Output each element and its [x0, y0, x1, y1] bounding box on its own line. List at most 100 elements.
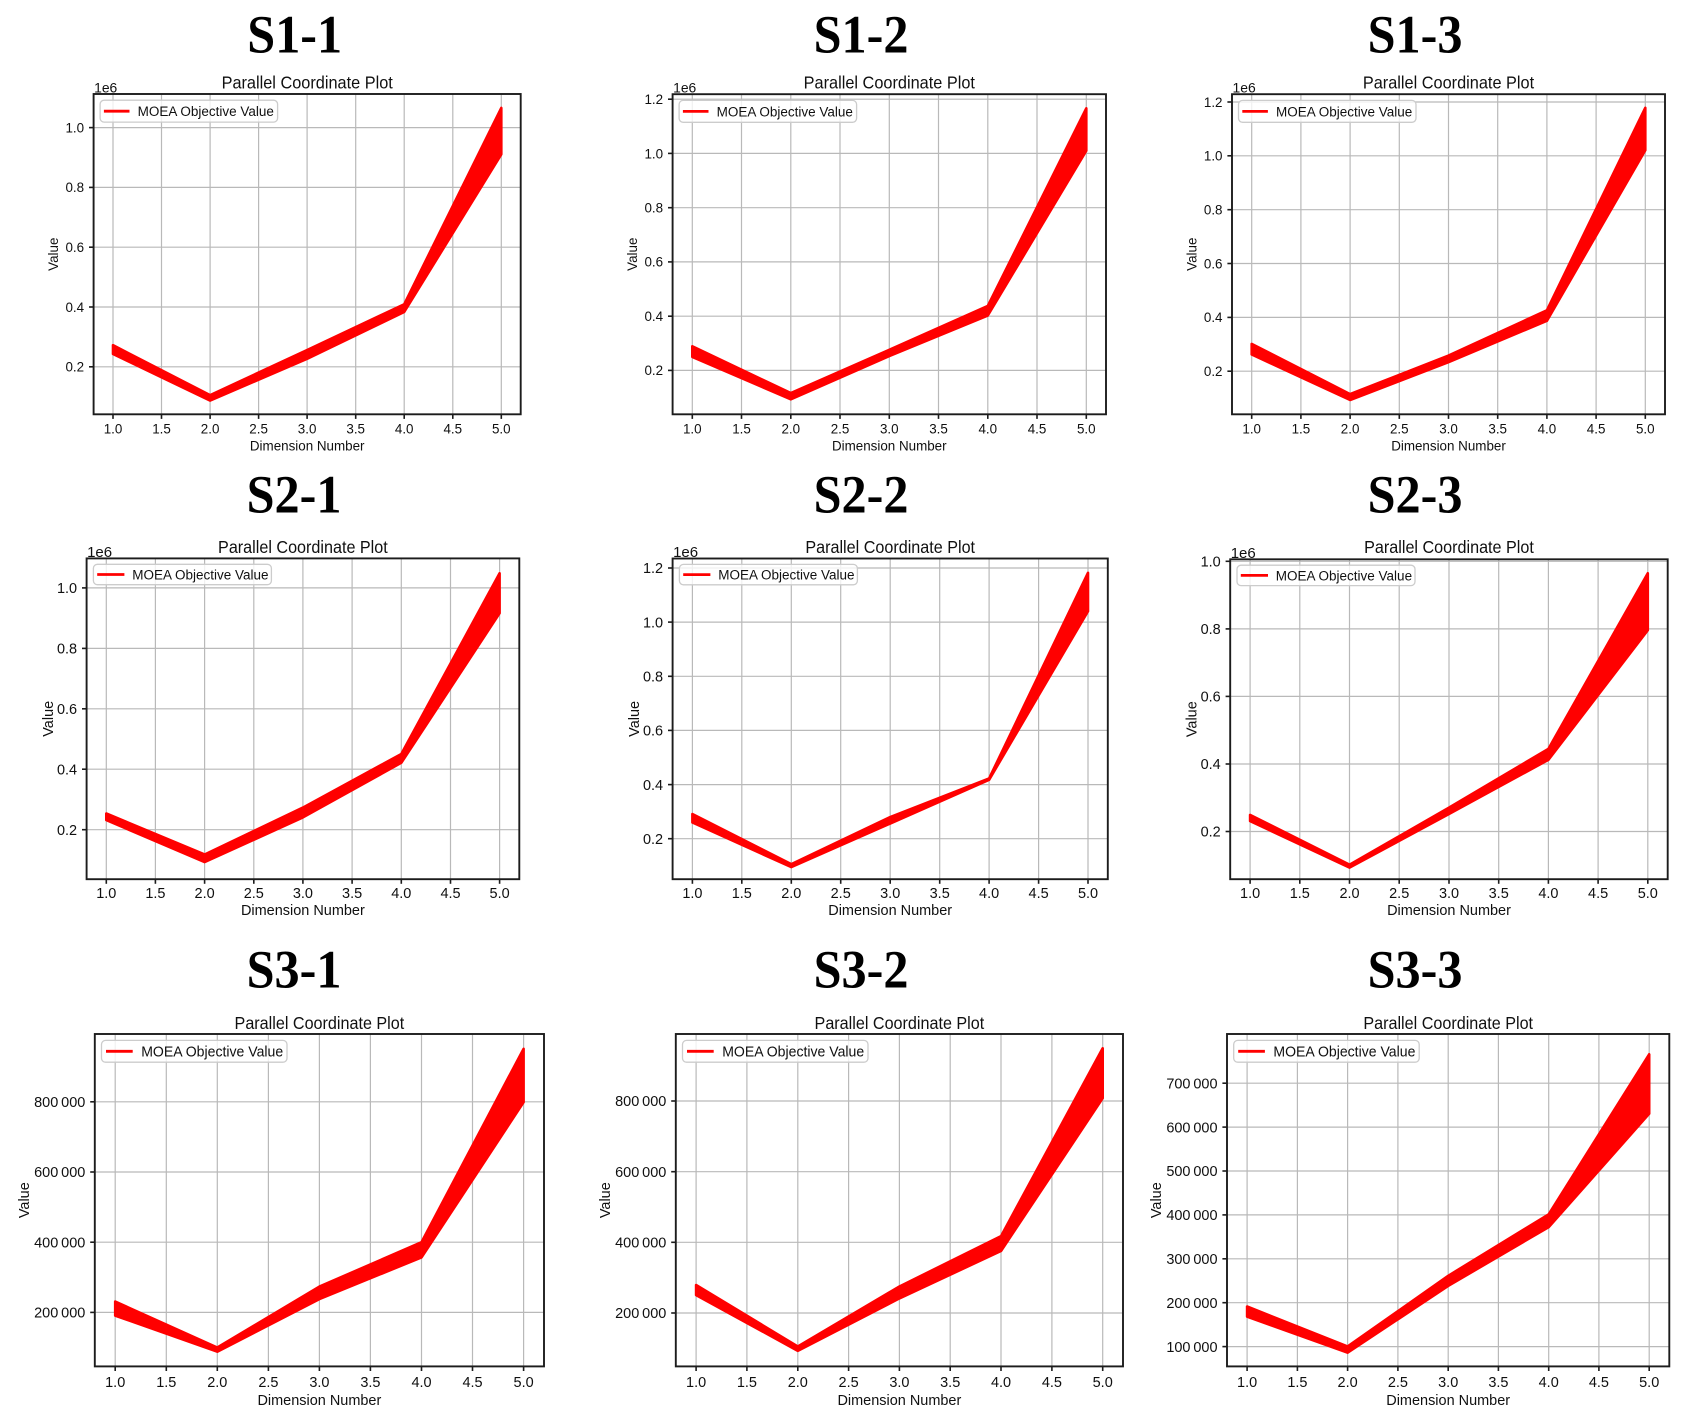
- svg-text:0.6: 0.6: [644, 255, 663, 270]
- svg-text:2.5: 2.5: [1389, 886, 1409, 902]
- svg-text:0.2: 0.2: [644, 363, 663, 378]
- svg-text:Dimension Number: Dimension Number: [250, 438, 365, 453]
- svg-text:0.6: 0.6: [643, 724, 663, 740]
- svg-text:2.0: 2.0: [1338, 1375, 1358, 1391]
- svg-text:4.5: 4.5: [462, 1375, 482, 1391]
- svg-text:MOEA Objective Value: MOEA Objective Value: [722, 1044, 864, 1060]
- svg-text:3.5: 3.5: [1488, 1375, 1508, 1391]
- svg-text:Value: Value: [598, 1182, 614, 1218]
- svg-text:Value: Value: [1184, 238, 1199, 271]
- svg-text:600 000: 600 000: [1166, 1120, 1217, 1136]
- svg-text:2.5: 2.5: [1388, 1375, 1408, 1391]
- svg-text:400 000: 400 000: [34, 1235, 85, 1251]
- svg-text:MOEA Objective Value: MOEA Objective Value: [1276, 104, 1413, 119]
- svg-text:4.5: 4.5: [1042, 1375, 1062, 1391]
- svg-text:3.0: 3.0: [298, 421, 317, 436]
- svg-text:5.0: 5.0: [1093, 1375, 1113, 1391]
- svg-text:2.5: 2.5: [831, 421, 850, 436]
- svg-text:400 000: 400 000: [1166, 1208, 1217, 1224]
- svg-text:S2-2: S2-2: [814, 466, 909, 525]
- svg-text:2.5: 2.5: [831, 886, 851, 902]
- svg-text:S1-2: S1-2: [814, 6, 909, 65]
- svg-text:Parallel Coordinate Plot: Parallel Coordinate Plot: [805, 537, 975, 557]
- svg-text:3.0: 3.0: [1439, 886, 1459, 902]
- svg-text:3.5: 3.5: [929, 421, 948, 436]
- svg-text:2.5: 2.5: [1390, 421, 1409, 436]
- svg-text:4.0: 4.0: [1538, 886, 1558, 902]
- svg-text:0.8: 0.8: [57, 642, 77, 658]
- svg-text:1.2: 1.2: [1204, 95, 1223, 110]
- svg-text:S3-2: S3-2: [814, 941, 909, 1000]
- svg-text:5.0: 5.0: [1078, 886, 1098, 902]
- svg-text:1e6: 1e6: [1233, 80, 1256, 96]
- svg-text:Parallel Coordinate Plot: Parallel Coordinate Plot: [235, 1013, 405, 1033]
- svg-text:0.4: 0.4: [643, 778, 663, 794]
- svg-text:2.5: 2.5: [244, 886, 264, 902]
- svg-text:0.6: 0.6: [65, 240, 84, 255]
- svg-text:0.8: 0.8: [643, 670, 663, 686]
- svg-text:5.0: 5.0: [514, 1375, 534, 1391]
- svg-text:0.8: 0.8: [1201, 622, 1221, 638]
- svg-text:0.8: 0.8: [1204, 203, 1223, 218]
- svg-text:Dimension Number: Dimension Number: [1387, 903, 1511, 919]
- svg-text:1e6: 1e6: [94, 80, 117, 96]
- svg-text:3.0: 3.0: [1439, 421, 1458, 436]
- svg-text:2.0: 2.0: [207, 1375, 227, 1391]
- svg-text:Dimension Number: Dimension Number: [828, 903, 952, 919]
- svg-text:Dimension Number: Dimension Number: [832, 438, 947, 453]
- svg-text:3.5: 3.5: [346, 421, 365, 436]
- svg-text:1.2: 1.2: [644, 92, 663, 107]
- svg-text:Dimension Number: Dimension Number: [1386, 1393, 1510, 1409]
- svg-text:S2-3: S2-3: [1368, 466, 1463, 525]
- svg-text:2.0: 2.0: [781, 886, 801, 902]
- svg-text:0.6: 0.6: [57, 702, 77, 718]
- svg-text:1.5: 1.5: [1290, 886, 1310, 902]
- svg-text:0.4: 0.4: [57, 763, 77, 779]
- svg-text:Parallel Coordinate Plot: Parallel Coordinate Plot: [1364, 537, 1534, 557]
- svg-text:1.0: 1.0: [1242, 421, 1261, 436]
- svg-text:4.0: 4.0: [391, 886, 411, 902]
- svg-text:100 000: 100 000: [1166, 1340, 1217, 1356]
- svg-text:4.0: 4.0: [1539, 1375, 1559, 1391]
- svg-text:1.0: 1.0: [686, 1375, 706, 1391]
- svg-text:1.0: 1.0: [65, 120, 84, 135]
- svg-text:4.5: 4.5: [1029, 886, 1049, 902]
- svg-text:0.4: 0.4: [1201, 757, 1221, 773]
- svg-text:2.5: 2.5: [258, 1375, 278, 1391]
- svg-text:1.0: 1.0: [96, 886, 116, 902]
- svg-text:1.0: 1.0: [105, 1375, 125, 1391]
- svg-text:1.0: 1.0: [1204, 149, 1223, 164]
- svg-text:1e6: 1e6: [673, 544, 698, 561]
- svg-text:2.5: 2.5: [249, 421, 268, 436]
- svg-text:0.2: 0.2: [1204, 364, 1223, 379]
- svg-text:2.0: 2.0: [1339, 886, 1359, 902]
- svg-text:Value: Value: [1184, 701, 1200, 737]
- svg-text:5.0: 5.0: [490, 886, 510, 902]
- svg-text:300 000: 300 000: [1166, 1252, 1217, 1268]
- svg-text:1.0: 1.0: [57, 581, 77, 597]
- svg-text:1.5: 1.5: [152, 421, 171, 436]
- svg-text:1.0: 1.0: [644, 146, 663, 161]
- svg-text:600 000: 600 000: [34, 1165, 85, 1181]
- svg-text:1.0: 1.0: [682, 886, 702, 902]
- svg-text:Parallel Coordinate Plot: Parallel Coordinate Plot: [804, 73, 976, 93]
- svg-text:4.0: 4.0: [991, 1375, 1011, 1391]
- svg-text:Dimension Number: Dimension Number: [241, 903, 365, 919]
- svg-text:4.5: 4.5: [1588, 886, 1608, 902]
- svg-text:4.5: 4.5: [1587, 421, 1606, 436]
- svg-text:0.2: 0.2: [1201, 825, 1221, 841]
- svg-text:2.0: 2.0: [201, 421, 220, 436]
- svg-text:0.4: 0.4: [644, 309, 663, 324]
- svg-text:4.5: 4.5: [1028, 421, 1047, 436]
- svg-text:1.5: 1.5: [1287, 1375, 1307, 1391]
- svg-text:1.5: 1.5: [737, 1375, 757, 1391]
- svg-text:5.0: 5.0: [1077, 421, 1096, 436]
- svg-text:S3-1: S3-1: [247, 941, 342, 1000]
- svg-text:3.0: 3.0: [889, 1375, 909, 1391]
- svg-text:Value: Value: [17, 1182, 33, 1218]
- svg-text:700 000: 700 000: [1166, 1076, 1217, 1092]
- svg-text:MOEA Objective Value: MOEA Objective Value: [1273, 1044, 1415, 1060]
- svg-text:1e6: 1e6: [87, 544, 112, 561]
- svg-text:Value: Value: [1149, 1182, 1165, 1218]
- svg-text:MOEA Objective Value: MOEA Objective Value: [718, 567, 855, 582]
